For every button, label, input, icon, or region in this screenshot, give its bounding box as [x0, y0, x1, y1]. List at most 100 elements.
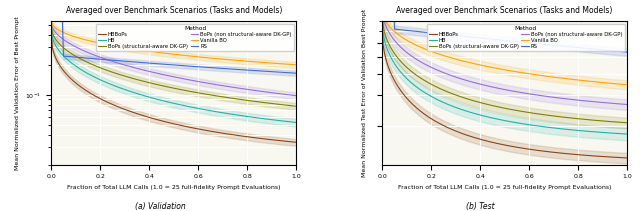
BoPs (non structural-aware DK-GP): [444, 73, 451, 75]
Vanilla BO: [292, 64, 300, 66]
HB: [292, 121, 300, 124]
HB: [424, 93, 431, 96]
BoPs (non structural-aware DK-GP): [280, 93, 288, 96]
HBBoPs: [113, 105, 120, 107]
X-axis label: Fraction of Total LLM Calls (1.0 = 25 full-fidelity Prompt Evaluations): Fraction of Total LLM Calls (1.0 = 25 fu…: [67, 185, 280, 190]
HBBoPs: [393, 84, 401, 86]
RS: [271, 71, 279, 73]
RS: [623, 51, 631, 53]
HB: [280, 120, 288, 122]
Line: BoPs (structural-aware DK-GP): BoPs (structural-aware DK-GP): [51, 26, 296, 106]
HB: [113, 85, 120, 88]
BoPs (structural-aware DK-GP): [57, 44, 65, 47]
HB: [611, 132, 619, 135]
BoPs (structural-aware DK-GP): [602, 120, 610, 123]
Line: BoPs (non structural-aware DK-GP): BoPs (non structural-aware DK-GP): [51, 23, 296, 96]
HB: [93, 77, 100, 79]
X-axis label: Fraction of Total LLM Calls (1.0 = 25 full-fidelity Prompt Evaluations): Fraction of Total LLM Calls (1.0 = 25 fu…: [398, 185, 611, 190]
BoPs (non structural-aware DK-GP): [388, 36, 396, 38]
BoPs (structural-aware DK-GP): [424, 81, 431, 84]
BoPs (structural-aware DK-GP): [623, 122, 631, 124]
BoPs (non structural-aware DK-GP): [113, 61, 120, 64]
BoPs (structural-aware DK-GP): [292, 105, 300, 108]
Line: HBBoPs: HBBoPs: [51, 35, 296, 142]
RS: [292, 72, 300, 74]
Vanilla BO: [393, 32, 401, 35]
HBBoPs: [292, 141, 300, 143]
Line: HB: HB: [51, 30, 296, 122]
RS: [280, 71, 288, 74]
Vanilla BO: [47, 20, 55, 22]
HBBoPs: [378, 28, 386, 30]
BoPs (non structural-aware DK-GP): [93, 55, 100, 57]
BoPs (structural-aware DK-GP): [378, 13, 386, 15]
BoPs (structural-aware DK-GP): [93, 65, 100, 68]
BoPs (non structural-aware DK-GP): [393, 42, 401, 45]
BoPs (non structural-aware DK-GP): [611, 102, 619, 105]
BoPs (non structural-aware DK-GP): [271, 92, 279, 95]
Vanilla BO: [93, 41, 100, 44]
RS: [113, 59, 120, 62]
Line: HB: HB: [382, 20, 627, 134]
HBBoPs: [444, 126, 451, 129]
Text: (b) Test: (b) Test: [466, 202, 494, 211]
HBBoPs: [62, 72, 70, 75]
Vanilla BO: [57, 30, 65, 33]
Text: (a) Validation: (a) Validation: [134, 202, 186, 211]
BoPs (structural-aware DK-GP): [388, 48, 396, 51]
BoPs (non structural-aware DK-GP): [424, 64, 431, 67]
Line: Vanilla BO: Vanilla BO: [382, 8, 627, 85]
Title: Averaged over Benchmark Scenarios (Tasks and Models): Averaged over Benchmark Scenarios (Tasks…: [65, 6, 282, 15]
Vanilla BO: [611, 83, 619, 85]
HBBoPs: [271, 139, 279, 141]
BoPs (structural-aware DK-GP): [280, 104, 288, 106]
Vanilla BO: [113, 45, 120, 47]
BoPs (non structural-aware DK-GP): [602, 101, 610, 104]
BoPs (structural-aware DK-GP): [444, 91, 451, 93]
Line: BoPs (structural-aware DK-GP): BoPs (structural-aware DK-GP): [382, 14, 627, 123]
BoPs (structural-aware DK-GP): [113, 72, 120, 75]
BoPs (structural-aware DK-GP): [393, 55, 401, 58]
HBBoPs: [57, 66, 65, 69]
RS: [444, 33, 451, 36]
BoPs (non structural-aware DK-GP): [292, 95, 300, 97]
BoPs (structural-aware DK-GP): [271, 103, 279, 105]
Line: RS: RS: [51, 15, 296, 73]
Vanilla BO: [280, 63, 288, 65]
HBBoPs: [611, 156, 619, 158]
BoPs (non structural-aware DK-GP): [57, 37, 65, 39]
Y-axis label: Mean Normalized Test Error of Validation Best Prompt: Mean Normalized Test Error of Validation…: [362, 9, 367, 177]
Line: RS: RS: [382, 0, 627, 52]
Legend: HBBoPs, HB, BoPs (structural-aware DK-GP), BoPs (non structural-aware DK-GP), Va: HBBoPs, HB, BoPs (structural-aware DK-GP…: [428, 24, 625, 51]
HBBoPs: [47, 33, 55, 36]
RS: [611, 50, 619, 52]
BoPs (structural-aware DK-GP): [62, 49, 70, 51]
BoPs (structural-aware DK-GP): [47, 25, 55, 27]
BoPs (structural-aware DK-GP): [611, 121, 619, 123]
Vanilla BO: [62, 32, 70, 35]
Vanilla BO: [388, 28, 396, 30]
HBBoPs: [93, 96, 100, 98]
Vanilla BO: [623, 84, 631, 86]
HB: [602, 131, 610, 134]
Legend: HBBoPs, HB, BoPs (structural-aware DK-GP), BoPs (non structural-aware DK-GP), Va: HBBoPs, HB, BoPs (structural-aware DK-GP…: [96, 24, 294, 51]
RS: [57, 17, 65, 19]
HB: [47, 28, 55, 31]
Line: Vanilla BO: Vanilla BO: [51, 21, 296, 65]
HB: [57, 52, 65, 54]
RS: [93, 58, 100, 60]
HBBoPs: [602, 156, 610, 158]
HBBoPs: [280, 140, 288, 142]
Line: HBBoPs: HBBoPs: [382, 29, 627, 158]
HBBoPs: [623, 157, 631, 159]
Title: Averaged over Benchmark Scenarios (Tasks and Models): Averaged over Benchmark Scenarios (Tasks…: [396, 6, 613, 15]
Vanilla BO: [378, 7, 386, 9]
Vanilla BO: [271, 62, 279, 65]
HBBoPs: [424, 115, 431, 118]
HB: [393, 66, 401, 68]
RS: [393, 28, 401, 31]
Line: BoPs (non structural-aware DK-GP): BoPs (non structural-aware DK-GP): [382, 7, 627, 104]
Vanilla BO: [444, 55, 451, 58]
Vanilla BO: [424, 49, 431, 51]
RS: [47, 14, 55, 16]
